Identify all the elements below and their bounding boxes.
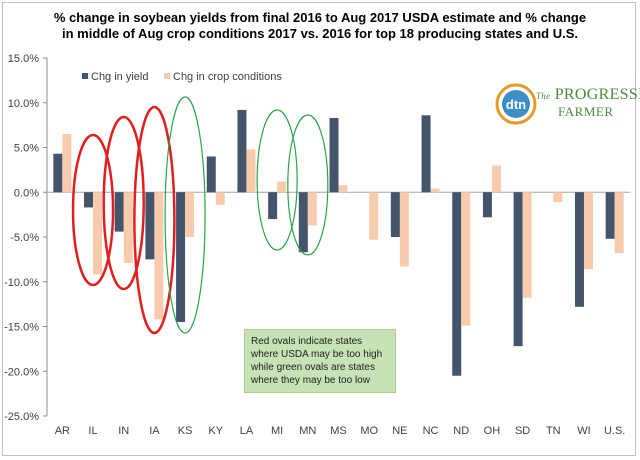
x-tick-label: IA: [149, 425, 160, 437]
y-tick-label: 0.0%: [14, 187, 39, 199]
logo-line-2: FARMER: [558, 104, 614, 119]
bar-conditions-ks: [185, 192, 195, 237]
progressive-farmer-logo: dtn The PROGRESSIVE FARMER: [494, 82, 640, 128]
bar-yield-mi: [268, 192, 278, 220]
y-tick-label: 5.0%: [14, 143, 39, 155]
red-oval-ia: [133, 105, 176, 335]
bar-conditions-us: [614, 192, 624, 254]
bar-conditions-sd: [522, 192, 532, 298]
chart-title-line-1: % change in soybean yields from final 20…: [53, 10, 587, 25]
x-tick-label: ND: [453, 425, 469, 437]
y-tick-label: -10.0%: [4, 277, 39, 289]
bar-conditions-il: [93, 192, 103, 275]
bar-yield-us: [605, 192, 615, 239]
note-line-1: Red ovals indicate states: [251, 336, 363, 347]
x-tick-label: MI: [271, 425, 283, 437]
chart-title: % change in soybean yields from final 20…: [0, 10, 640, 42]
bar-yield-wi: [574, 192, 584, 307]
legend-swatch-1: [82, 73, 88, 79]
x-tick-label: MS: [330, 425, 347, 437]
red-oval-in: [102, 115, 145, 291]
chart-title-line-2: in middle of Aug crop conditions 2017 vs…: [61, 26, 578, 41]
bar-yield-ia: [145, 192, 155, 260]
x-tick-label: WI: [577, 425, 590, 437]
bar-conditions-wi: [583, 192, 593, 270]
x-tick-label: TN: [546, 425, 561, 437]
bar-conditions-ky: [215, 192, 225, 205]
dtn-logo-icon: dtn: [495, 83, 537, 125]
x-tick-label: NE: [392, 425, 407, 437]
bar-conditions-mn: [307, 192, 317, 226]
bar-conditions-ar: [62, 134, 72, 193]
x-tick-label: AR: [55, 425, 70, 437]
bar-conditions-ia: [154, 192, 164, 320]
x-tick-label: SD: [515, 425, 530, 437]
bar-conditions-mi: [277, 181, 287, 193]
bar-yield-nc: [421, 115, 431, 193]
bar-conditions-ms: [338, 185, 348, 193]
legend-label-1: Chg in yield: [91, 71, 148, 83]
bar-yield-ne: [390, 192, 400, 237]
note-line-2: where USDA may be too high: [251, 349, 383, 360]
legend-label-2: Chg in crop conditions: [173, 71, 282, 83]
x-tick-label: IL: [88, 425, 97, 437]
note-line-3: while green ovals are states: [251, 362, 375, 373]
y-tick-label: -20.0%: [4, 366, 39, 378]
dtn-logo-text: dtn: [506, 97, 526, 112]
note-line-4: where they may be too low: [251, 375, 370, 386]
bar-yield-la: [237, 109, 247, 193]
bar-conditions-ne: [399, 192, 409, 267]
green-oval-mi: [256, 109, 298, 251]
x-tick-label: MN: [299, 425, 316, 437]
bar-conditions-nd: [461, 192, 471, 326]
bar-yield-ks: [176, 192, 186, 323]
legend-swatch-2: [164, 73, 170, 79]
y-tick-label: 10.0%: [8, 98, 39, 110]
bar-conditions-mo: [369, 192, 379, 240]
green-oval-mn: [287, 114, 329, 256]
green-oval-ks: [164, 96, 206, 334]
bar-yield-sd: [513, 192, 523, 347]
bar-yield-oh: [482, 192, 492, 218]
bar-yield-ky: [206, 156, 216, 193]
x-tick-label: KY: [208, 425, 223, 437]
bar-yield-mn: [298, 192, 308, 253]
y-tick-label: -5.0%: [10, 232, 39, 244]
bar-conditions-in: [123, 192, 133, 263]
y-tick-label: -15.0%: [4, 322, 39, 334]
y-tick-label: 15.0%: [8, 53, 39, 65]
bar-yield-ms: [329, 117, 339, 193]
bar-yield-il: [84, 192, 94, 208]
bar-conditions-nc: [430, 188, 440, 193]
x-tick-label: OH: [484, 425, 501, 437]
bar-conditions-tn: [553, 192, 563, 203]
bar-yield-in: [114, 192, 124, 232]
x-tick-label: IN: [118, 425, 129, 437]
bar-conditions-oh: [491, 165, 501, 193]
red-oval-il: [71, 133, 115, 287]
bar-yield-nd: [452, 192, 462, 376]
x-tick-label: NC: [423, 425, 439, 437]
y-tick-label: -25.0%: [4, 411, 39, 423]
bar-yield-ar: [53, 153, 63, 193]
annotation-note: Red ovals indicate states where USDA may…: [244, 329, 396, 393]
x-tick-label: U.S.: [604, 425, 625, 437]
x-tick-label: KS: [178, 425, 193, 437]
x-tick-label: MO: [360, 425, 378, 437]
logo-line-1: The PROGRESSIVE: [536, 86, 640, 103]
x-tick-label: LA: [240, 425, 254, 437]
bar-conditions-la: [246, 149, 256, 193]
